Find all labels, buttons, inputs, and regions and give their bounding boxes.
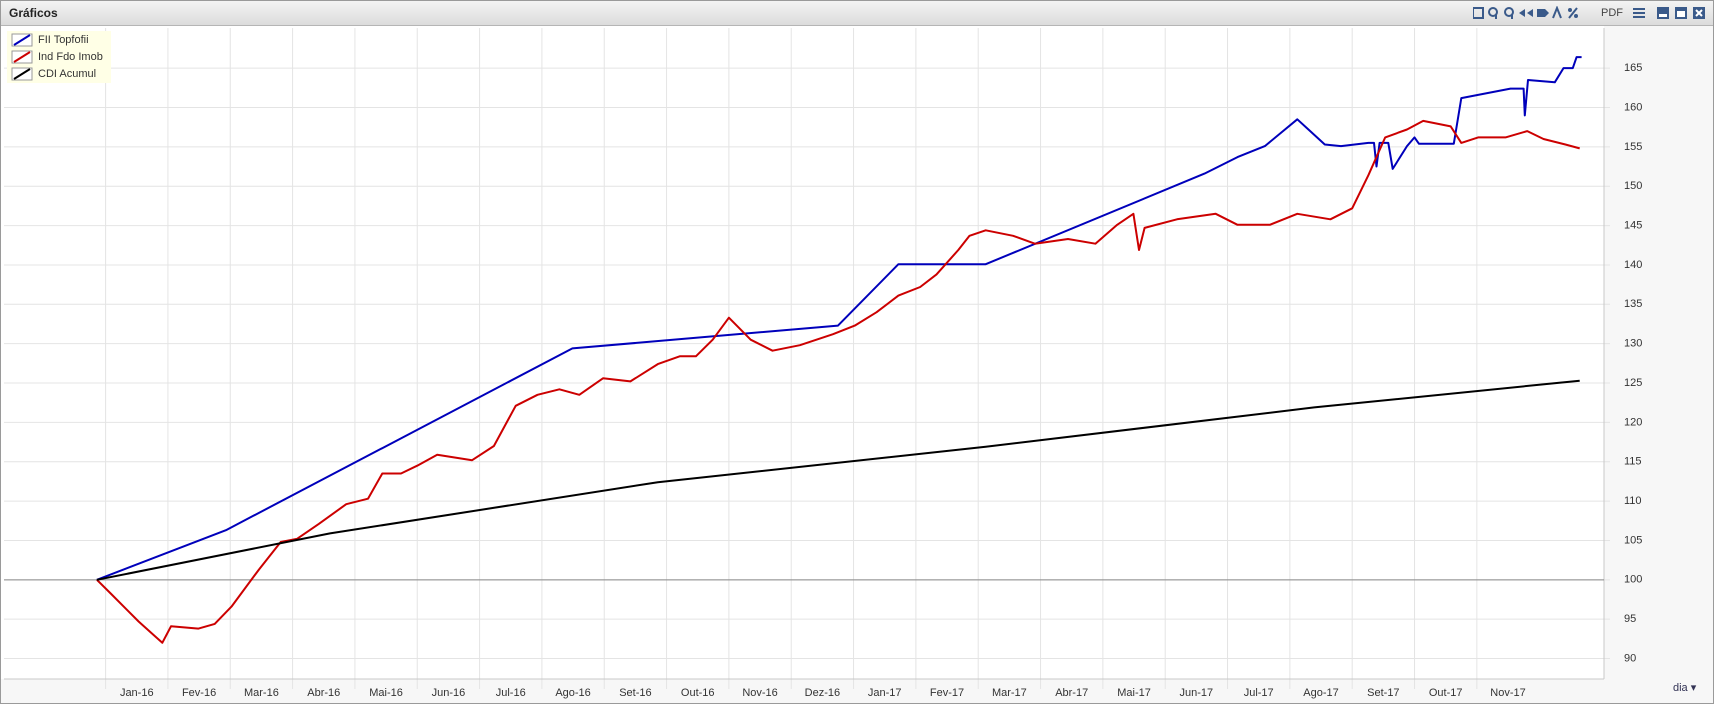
x-tick-label: Out-17 bbox=[1429, 687, 1463, 699]
legend: FII Topfofii Ind Fdo Imob CDI Acumul bbox=[7, 31, 111, 83]
y-tick-label: 120 bbox=[1624, 416, 1642, 428]
y-tick-label: 150 bbox=[1624, 180, 1642, 192]
x-tick-label: Nov-17 bbox=[1490, 687, 1525, 699]
series-line bbox=[96, 379, 1580, 581]
legend-swatch-line bbox=[13, 68, 31, 80]
y-tick-label: 90 bbox=[1624, 652, 1636, 664]
toolbar-icons[interactable] bbox=[1473, 6, 1593, 20]
window-buttons[interactable] bbox=[1633, 6, 1711, 20]
x-tick-label: Dez-16 bbox=[805, 687, 840, 699]
x-tick-label: Set-17 bbox=[1367, 687, 1399, 699]
period-selector[interactable]: dia ▾ bbox=[1673, 682, 1697, 694]
period-label: dia bbox=[1673, 682, 1688, 694]
x-tick-label: Mar-16 bbox=[244, 687, 279, 699]
legend-label: CDI Acumul bbox=[38, 68, 96, 80]
x-axis-strip bbox=[1, 679, 1713, 703]
legend-swatch-line bbox=[13, 34, 31, 46]
x-tick-label: Jan-16 bbox=[120, 687, 154, 699]
legend-label: FII Topfofii bbox=[38, 34, 89, 46]
x-tick-label: Mai-17 bbox=[1117, 687, 1151, 699]
x-tick-label: Jun-16 bbox=[432, 687, 466, 699]
y-tick-label: 125 bbox=[1624, 377, 1642, 389]
x-tick-label: Jul-16 bbox=[496, 687, 526, 699]
x-tick-label: Abr-17 bbox=[1055, 687, 1088, 699]
x-tick-label: Set-16 bbox=[619, 687, 651, 699]
y-tick-label: 95 bbox=[1624, 613, 1636, 625]
x-tick-label: Out-16 bbox=[681, 687, 715, 699]
x-tick-label: Fev-16 bbox=[182, 687, 216, 699]
x-tick-label: Fev-17 bbox=[930, 687, 964, 699]
legend-swatch-line bbox=[13, 51, 31, 63]
x-tick-label: Mai-16 bbox=[369, 687, 403, 699]
x-tick-label: Jan-17 bbox=[868, 687, 902, 699]
series-line bbox=[96, 56, 1582, 581]
x-tick-label: Abr-16 bbox=[307, 687, 340, 699]
window-title: Gráficos bbox=[9, 6, 58, 20]
y-tick-label: 100 bbox=[1624, 574, 1642, 586]
legend-label: Ind Fdo Imob bbox=[38, 51, 103, 63]
y-tick-label: 110 bbox=[1624, 495, 1642, 507]
x-tick-label: Mar-17 bbox=[992, 687, 1027, 699]
y-tick-label: 165 bbox=[1624, 62, 1642, 74]
x-tick-label: Jun-17 bbox=[1180, 687, 1214, 699]
x-tick-label: Jul-17 bbox=[1244, 687, 1274, 699]
y-tick-label: 145 bbox=[1624, 219, 1642, 231]
title-bar: Gráficos PDF bbox=[1, 1, 1713, 26]
x-tick-label: Ago-17 bbox=[1303, 687, 1338, 699]
x-tick-label: Nov-16 bbox=[742, 687, 777, 699]
series-line bbox=[96, 119, 1580, 644]
y-tick-label: 140 bbox=[1624, 259, 1642, 271]
y-tick-label: 135 bbox=[1624, 298, 1642, 310]
x-tick-label: Ago-16 bbox=[555, 687, 590, 699]
axis-strip bbox=[1604, 26, 1713, 679]
y-tick-label: 160 bbox=[1624, 101, 1642, 113]
y-tick-label: 115 bbox=[1624, 456, 1642, 468]
y-tick-label: 155 bbox=[1624, 141, 1642, 153]
y-tick-label: 105 bbox=[1624, 534, 1642, 546]
y-tick-label: 130 bbox=[1624, 338, 1642, 350]
pdf-button[interactable]: PDF bbox=[1601, 7, 1623, 19]
